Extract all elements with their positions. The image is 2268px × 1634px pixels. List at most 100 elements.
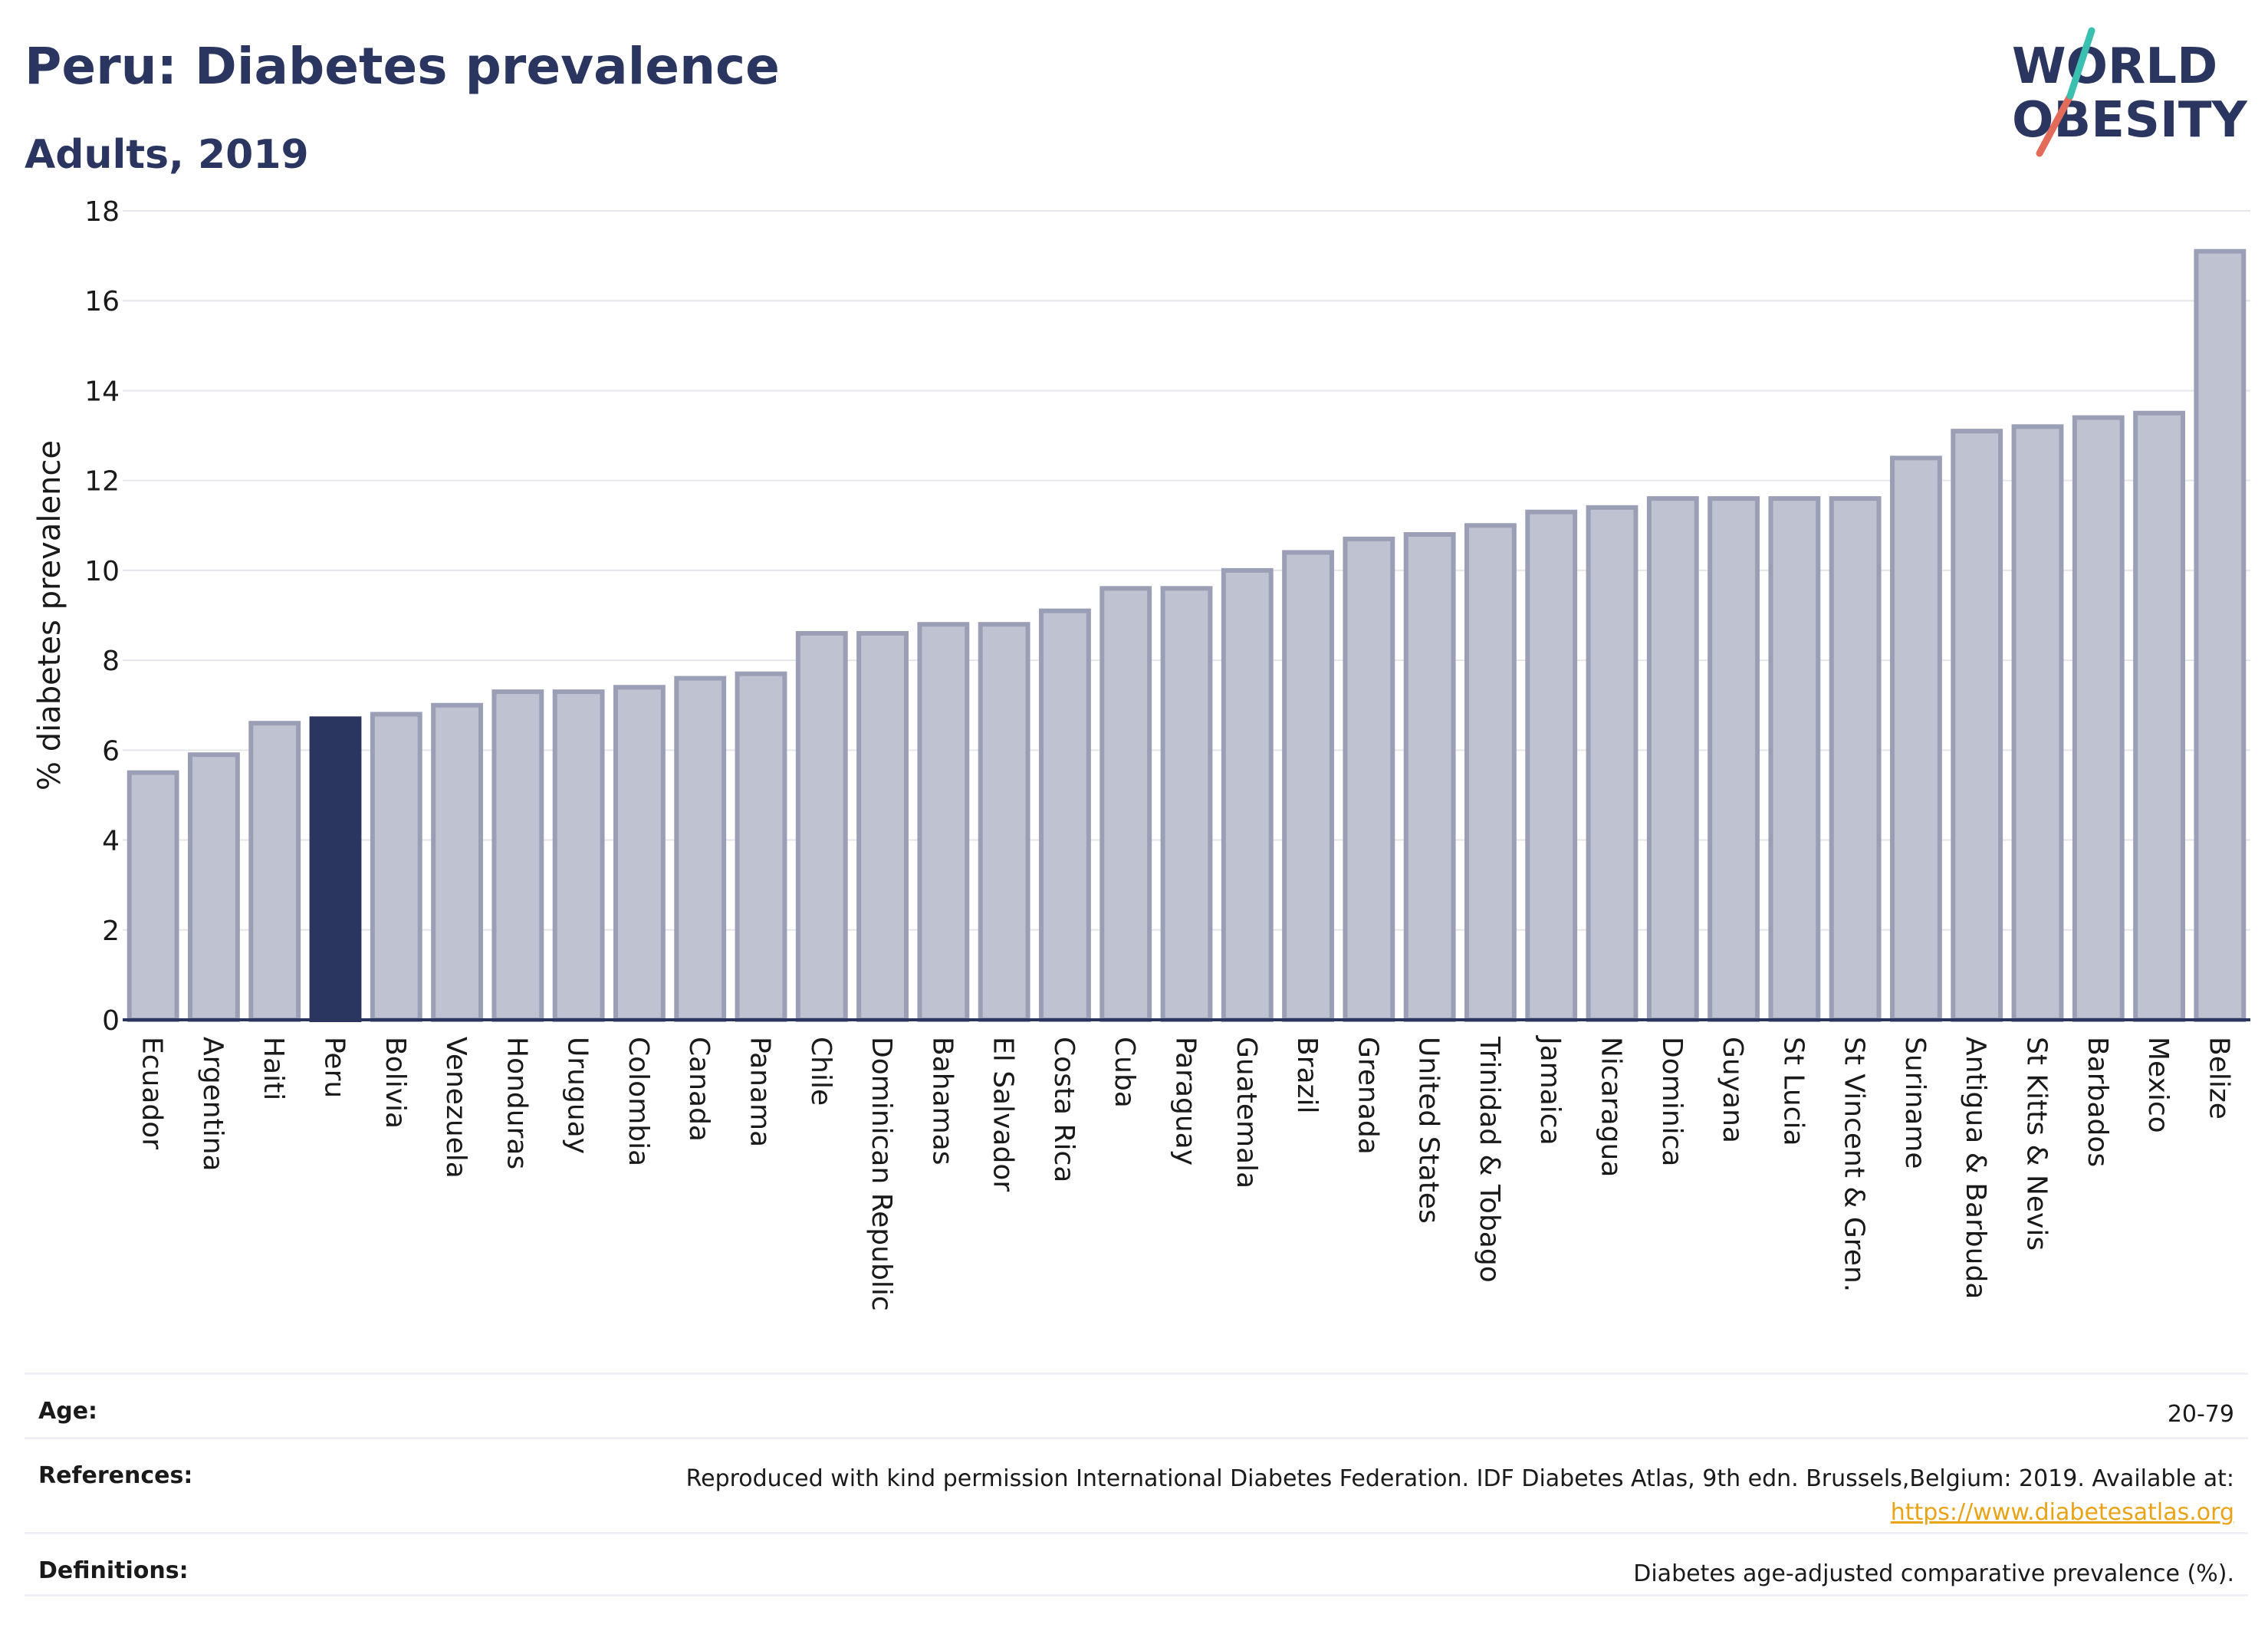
bar — [917, 622, 970, 1022]
x-tick-label: Argentina — [197, 1037, 228, 1172]
x-tick-label: United States — [1413, 1037, 1445, 1224]
bar — [1403, 532, 1456, 1022]
bar — [1039, 608, 1091, 1022]
x-tick-label: Guatemala — [1231, 1037, 1262, 1189]
bar — [1708, 496, 1760, 1022]
references-text: Reproduced with kind permission Internat… — [685, 1465, 2234, 1492]
y-tick-label: 10 — [84, 556, 120, 587]
logo-line1: WORLD — [2012, 38, 2217, 95]
y-tick-label: 4 — [102, 826, 120, 857]
x-tick-label: Peru — [319, 1037, 350, 1098]
logo-slash-red — [2036, 92, 2074, 157]
x-tick-label: Paraguay — [1170, 1037, 1201, 1165]
bar — [2194, 248, 2247, 1022]
x-tick-label: Panama — [744, 1037, 776, 1147]
bar-chart: 0 2 4 6 8 10 12 14 16 18 % diabetes prevalence Ecua… — [32, 196, 2250, 1311]
y-tick-label: 12 — [84, 466, 120, 498]
bar — [1951, 429, 2003, 1022]
x-tick-label: Trinidad & Tobago — [1474, 1036, 1505, 1283]
x-tick-label: Chile — [805, 1037, 837, 1106]
x-tick-label: St Kitts & Nevis — [2021, 1037, 2053, 1251]
bar — [1768, 496, 1821, 1022]
y-tick-label: 14 — [84, 376, 120, 407]
bar — [613, 685, 666, 1022]
logo-graphic: WORLD OBESITY — [2012, 27, 2247, 157]
logo-line2: OBESITY — [2012, 92, 2247, 149]
y-tick-label: 18 — [84, 196, 120, 228]
x-tick-label: Grenada — [1352, 1037, 1383, 1155]
bar — [795, 630, 848, 1022]
chart-subtitle: Adults, 2019 — [25, 132, 309, 178]
bar — [2072, 415, 2125, 1022]
bar — [1282, 550, 1334, 1022]
info-row-references: References: Reproduced with kind permiss… — [25, 1437, 2248, 1532]
references-link[interactable]: https://www.diabetesatlas.org — [1890, 1499, 2234, 1526]
bar — [1890, 455, 1942, 1022]
bar — [1221, 567, 1274, 1022]
bar — [1464, 523, 1517, 1022]
bar — [370, 712, 422, 1022]
bar — [552, 689, 605, 1023]
x-tick-label: Honduras — [501, 1037, 532, 1169]
bar — [309, 716, 362, 1022]
bar — [2133, 410, 2185, 1022]
y-tick-label: 6 — [102, 735, 120, 767]
world-obesity-logo: WORLD OBESITY — [2001, 23, 2254, 161]
bar — [1646, 496, 1699, 1022]
bar — [491, 689, 544, 1023]
y-tick-label: 0 — [102, 1005, 120, 1037]
x-tick-label: St Vincent & Gren. — [1839, 1037, 1870, 1292]
bar — [978, 622, 1030, 1022]
references-value: Reproduced with kind permission Internat… — [686, 1462, 2234, 1530]
x-tick-label: Nicaragua — [1596, 1037, 1627, 1177]
x-tick-label: Ecuador — [136, 1037, 168, 1149]
x-tick-label: Costa Rica — [1048, 1037, 1080, 1182]
bar — [674, 676, 727, 1022]
x-tick-label: Jamaica — [1534, 1035, 1566, 1146]
bar — [735, 671, 787, 1022]
bar — [1829, 496, 1882, 1022]
bar — [127, 770, 179, 1023]
x-tick-label: Mexico — [2142, 1037, 2174, 1133]
x-tick-label: Haiti — [258, 1037, 289, 1100]
bar — [2011, 424, 2064, 1022]
definitions-label: Definitions: — [38, 1557, 189, 1584]
x-tick-label: Cuba — [1109, 1037, 1140, 1108]
x-tick-label: El Salvador — [988, 1037, 1019, 1192]
x-tick-label: Colombia — [623, 1037, 654, 1166]
references-label: References: — [38, 1462, 193, 1489]
x-tick-label: Venezuela — [440, 1037, 472, 1179]
bar — [1343, 536, 1395, 1022]
info-row-age: Age: 20-79 — [25, 1373, 2248, 1437]
y-tick-label: 16 — [84, 286, 120, 317]
x-tick-label: Dominica — [1656, 1037, 1688, 1167]
x-tick-label: Uruguay — [562, 1037, 593, 1154]
chart-title: Peru: Diabetes prevalence — [25, 37, 780, 96]
logo-slash-teal — [2066, 27, 2095, 100]
x-tick-label: St Lucia — [1777, 1037, 1809, 1146]
x-tick-label: Bahamas — [926, 1037, 958, 1165]
bar — [1525, 509, 1578, 1022]
x-tick-label: Belize — [2203, 1037, 2234, 1119]
bar — [248, 721, 301, 1023]
age-value: 20-79 — [2167, 1401, 2234, 1428]
definitions-value: Diabetes age-adjusted comparative preval… — [1633, 1560, 2234, 1587]
bar — [188, 752, 240, 1022]
info-table: Age: 20-79 References: Reproduced with k… — [25, 1373, 2248, 1596]
age-label: Age: — [38, 1398, 98, 1425]
bar — [1160, 586, 1213, 1022]
y-tick-label: 8 — [102, 646, 120, 677]
x-tick-label: Barbados — [2082, 1037, 2113, 1167]
x-tick-label: Canada — [683, 1037, 715, 1142]
x-tick-label: Brazil — [1291, 1037, 1323, 1113]
x-tick-label: Bolivia — [380, 1037, 411, 1129]
x-tick-label: Dominican Republic — [866, 1037, 897, 1311]
x-tick-label: Antigua & Barbuda — [1960, 1037, 1991, 1299]
x-tick-label: Suriname — [1899, 1037, 1931, 1169]
y-tick-label: 2 — [102, 916, 120, 947]
bar — [431, 702, 483, 1022]
x-tick-label: Guyana — [1717, 1037, 1748, 1143]
y-axis-label: % diabetes prevalence — [32, 440, 67, 791]
bar — [856, 630, 909, 1022]
bar — [1586, 505, 1639, 1022]
